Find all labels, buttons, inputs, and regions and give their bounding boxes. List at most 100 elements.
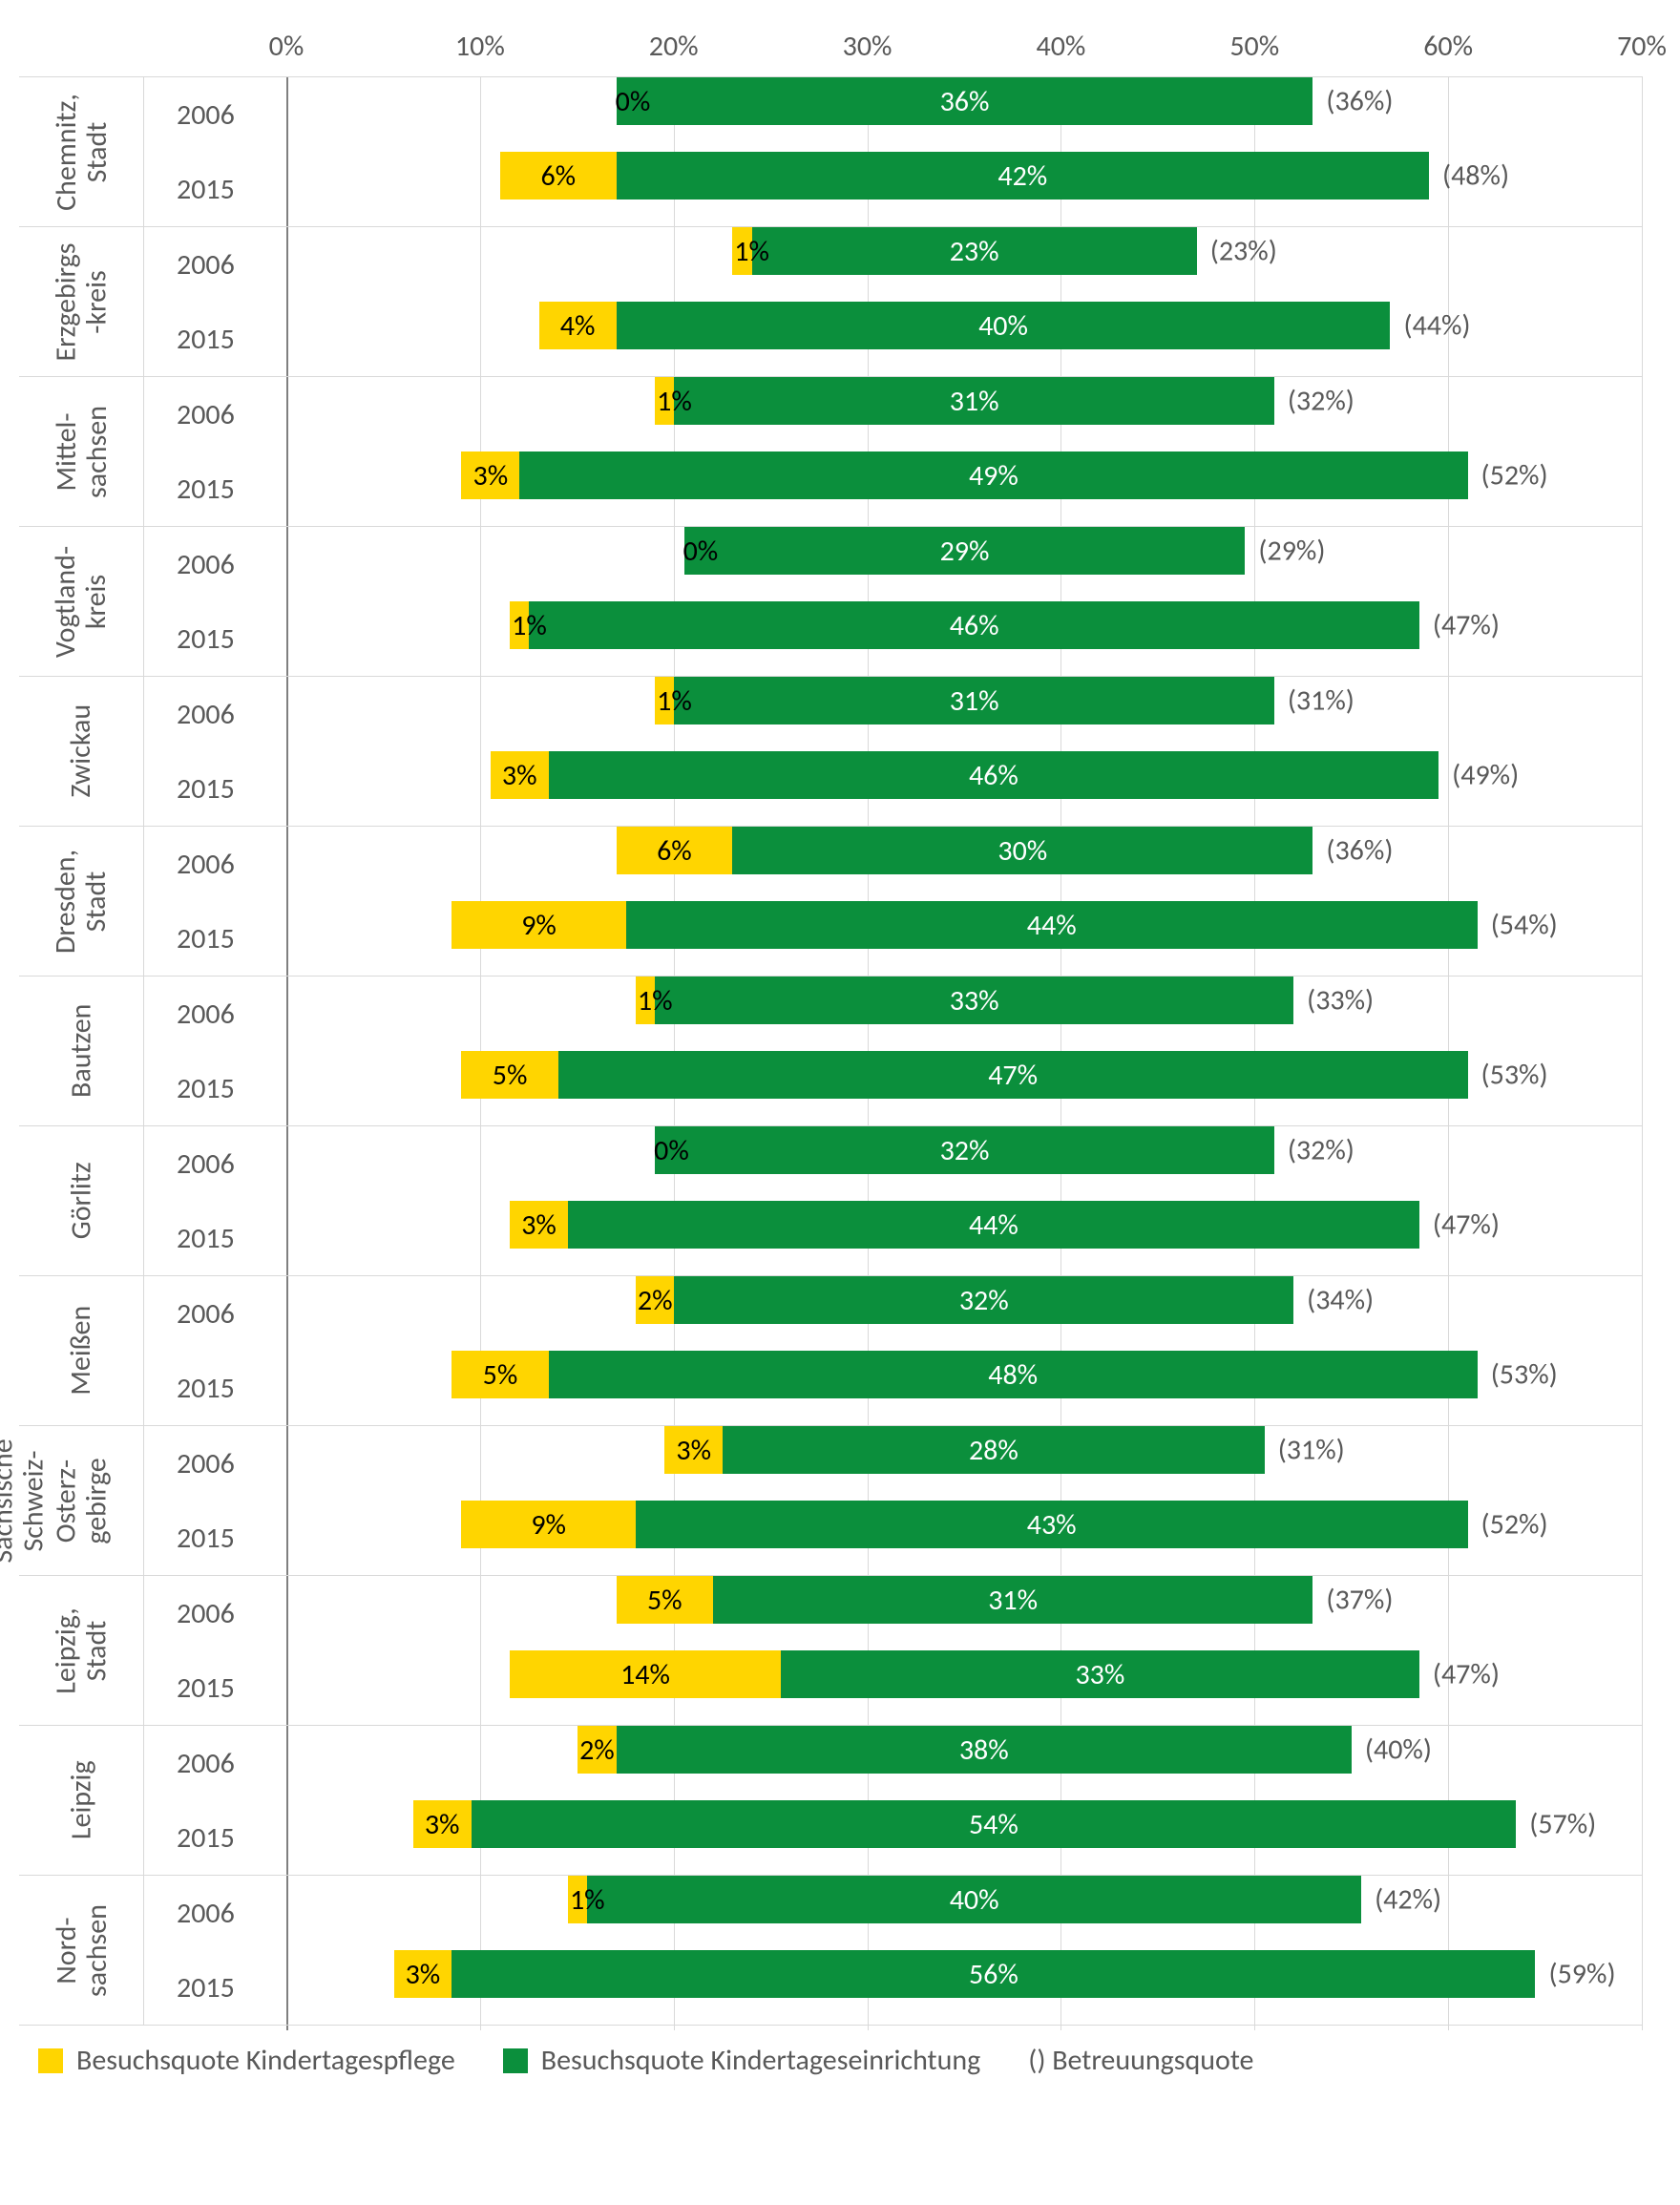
chart-group: Vogtland-kreis 20060%29%(29%)20151%46%(47… (19, 526, 1642, 676)
bar-segment-label: 6% (657, 833, 692, 869)
bar-total-label: (42%) (1375, 1882, 1441, 1918)
bar-row: 20159%43%(52%) (144, 1501, 1642, 1575)
group-label-line: sachsen (81, 406, 112, 498)
bar-total-label: (40%) (1365, 1732, 1432, 1768)
bar-segment-tagespflege: 9% (461, 1501, 635, 1548)
bar-segment-tagespflege: 1% (636, 976, 655, 1024)
legend-item-tagespflege: Besuchsquote Kindertagespflege (38, 2043, 455, 2078)
year-label: 2015 (144, 1800, 287, 1875)
group-label: Meißen (19, 1276, 143, 1425)
bar-segment-label: 2% (638, 1283, 673, 1318)
bar-total-label: (53%) (1491, 1357, 1558, 1393)
bar-segment-tagespflege: 3% (491, 751, 549, 799)
bar-segment-label: 2% (579, 1732, 615, 1768)
bar-stack: 6%30%(36%) (617, 827, 1313, 874)
bar-segment-label: 14% (620, 1657, 670, 1692)
bar-row: 20062%32%(34%) (144, 1276, 1642, 1351)
bar-segment-label: 3% (502, 758, 537, 793)
bar-track: 1%40%(42%) (287, 1876, 1642, 1950)
bar-total-label: (49%) (1452, 758, 1519, 793)
bar-row: 20061%33%(33%) (144, 976, 1642, 1051)
group-label-line: Zwickau (66, 704, 96, 798)
bar-stack: 0%32%(32%) (655, 1126, 1274, 1174)
bar-stack: 1%40%(42%) (568, 1876, 1361, 1923)
legend-swatch-green (503, 2048, 528, 2073)
year-label: 2015 (144, 601, 287, 676)
bar-row: 20154%40%(44%) (144, 302, 1642, 376)
bar-stack: 1%33%(33%) (636, 976, 1293, 1024)
bar-track: 3%56%(59%) (287, 1950, 1642, 2025)
axis-tick-label: 30% (843, 29, 892, 64)
bar-row: 20060%36%(36%) (144, 77, 1642, 152)
bar-segment-einrichtung: 54% (472, 1800, 1517, 1848)
axis-tick-label: 40% (1036, 29, 1085, 64)
bar-segment-label: 3% (676, 1433, 711, 1468)
bar-segment-label: 48% (988, 1357, 1038, 1393)
group-label-text: Chemnitz,Stadt (52, 94, 112, 211)
bar-total-label: (36%) (1326, 833, 1393, 869)
bar-track: 1%33%(33%) (287, 976, 1642, 1051)
year-label: 2006 (144, 677, 287, 751)
bar-segment-tagespflege: 2% (578, 1726, 617, 1774)
group-label: Zwickau (19, 677, 143, 826)
year-label: 2006 (144, 77, 287, 152)
group-label-text: Mittel-sachsen (51, 406, 111, 498)
bar-segment-einrichtung: 32% (655, 1126, 1274, 1174)
group-rows: 20062%38%(40%)20153%54%(57%) (144, 1726, 1642, 1875)
bar-total-label: (52%) (1481, 458, 1548, 494)
bar-row: 20060%32%(32%) (144, 1126, 1642, 1201)
bar-stack: 6%42%(48%) (500, 152, 1429, 200)
group-label-wrap: Chemnitz,Stadt (19, 77, 143, 226)
group-label-text: Vogtland-kreis (51, 545, 111, 657)
year-label: 2015 (144, 1650, 287, 1725)
bar-total-label: (47%) (1433, 1208, 1500, 1243)
chart-group: Mittel-sachsen20061%31%(32%)20153%49%(52… (19, 376, 1642, 526)
year-label: 2015 (144, 1351, 287, 1425)
bar-segment-einrichtung: 47% (558, 1051, 1468, 1099)
bar-row: 20155%47%(53%) (144, 1051, 1642, 1125)
bar-segment-einrichtung: 31% (713, 1576, 1312, 1624)
legend-label: Besuchsquote Kindertagespflege (76, 2043, 455, 2078)
bar-total-label: (32%) (1288, 384, 1354, 419)
bar-track: 3%44%(47%) (287, 1201, 1642, 1275)
bar-segment-label: 49% (969, 458, 1018, 494)
year-label: 2015 (144, 152, 287, 226)
group-label-line: Meißen (66, 1306, 96, 1396)
bar-total-label: (59%) (1549, 1957, 1616, 1992)
group-rows: 20060%29%(29%)20151%46%(47%) (144, 527, 1642, 676)
group-label-line: sachsen (81, 1904, 112, 1997)
bar-row: 20062%38%(40%) (144, 1726, 1642, 1800)
group-label-line: Nord- (51, 1904, 81, 1997)
year-label: 2015 (144, 1501, 287, 1575)
group-label-text: Nord-sachsen (51, 1904, 111, 1997)
bar-track: 5%31%(37%) (287, 1576, 1642, 1650)
bar-segment-label: 47% (988, 1058, 1038, 1093)
bar-stack: 3%28%(31%) (664, 1426, 1264, 1474)
bar-segment-einrichtung: 28% (723, 1426, 1265, 1474)
bar-row: 20155%48%(53%) (144, 1351, 1642, 1425)
group-rows: 20066%30%(36%)20159%44%(54%) (144, 827, 1642, 976)
group-label-line: Vogtland- (51, 545, 81, 657)
group-label-text: Meißen (66, 1306, 96, 1396)
group-rows: 20060%32%(32%)20153%44%(47%) (144, 1126, 1642, 1275)
bar-segment-einrichtung: 49% (519, 452, 1467, 499)
bar-segment-tagespflege: 1% (568, 1876, 587, 1923)
bar-segment-tagespflege: 14% (510, 1650, 781, 1698)
group-rows: 20063%28%(31%)20159%43%(52%) (144, 1426, 1642, 1575)
bar-segment-tagespflege: 4% (539, 302, 617, 349)
bar-row: 2015 6%42%(48%) (144, 152, 1642, 226)
chart-group: Nord-sachsen20061%40%(42%)20153%56%(59%) (19, 1875, 1642, 2025)
bar-stack: 2%32%(34%) (636, 1276, 1293, 1324)
bar-total-label: (53%) (1481, 1058, 1548, 1093)
group-label-wrap: Vogtland-kreis (19, 527, 143, 676)
group-rows: 20060%36%(36%)2015 6%42%(48%) (144, 77, 1642, 226)
bar-track: 6%30%(36%) (287, 827, 1642, 901)
bar-track: 2%32%(34%) (287, 1276, 1642, 1351)
year-label: 2006 (144, 227, 287, 302)
group-label-line: Dresden, (52, 849, 82, 953)
group-label-wrap: Meißen (19, 1276, 143, 1425)
bar-track: 3%28%(31%) (287, 1426, 1642, 1501)
bar-segment-label: 33% (1075, 1657, 1124, 1692)
bar-segment-label: 3% (425, 1807, 460, 1842)
group-label-line: -kreis (81, 242, 112, 361)
